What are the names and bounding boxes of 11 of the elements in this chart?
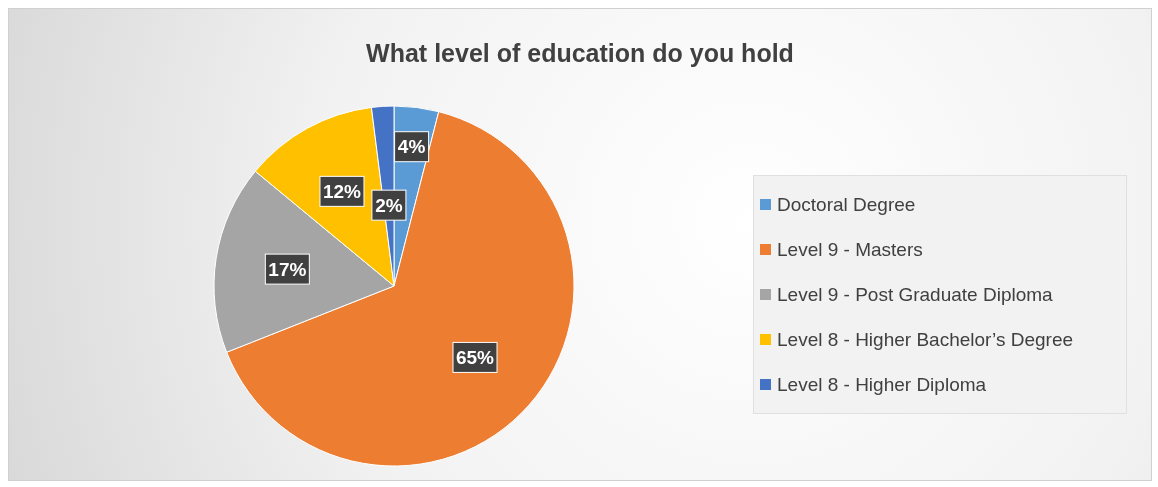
data-label: 4% [397,136,426,158]
data-label: 17% [268,258,307,280]
data-label: 65% [456,346,495,368]
chart-title: What level of education do you hold [365,39,795,68]
legend-label: Level 8 - Higher Bachelor’s Degree [777,328,1074,351]
legend-label: Level 9 - Post Graduate Diploma [777,283,1053,306]
legend-label: Doctoral Degree [777,193,916,216]
legend-label: Level 8 - Higher Diploma [777,373,987,396]
legend-label: Level 9 - Masters [777,238,923,261]
data-label: 2% [375,194,403,216]
data-label: 12% [322,180,362,202]
